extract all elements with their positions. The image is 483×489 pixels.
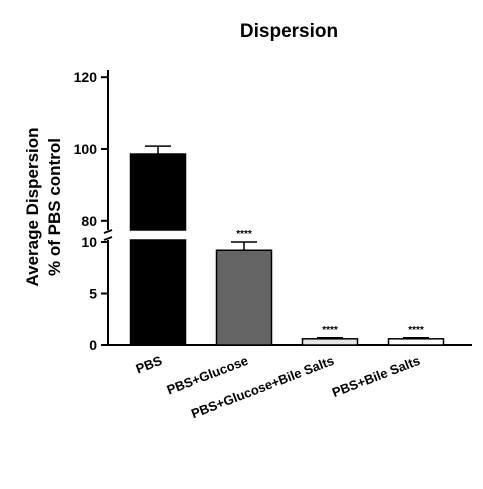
- y-axis-label: Average Dispersion% of PBS control: [23, 127, 64, 286]
- significance-label: ****: [408, 325, 424, 336]
- y-axis-label-line: Average Dispersion: [23, 127, 42, 286]
- bar: [129, 239, 187, 346]
- bar: [129, 153, 187, 231]
- bars: [129, 153, 445, 346]
- significance-label: ****: [322, 325, 338, 336]
- y-tick-labels: 0 5 10 80 100 120: [74, 69, 98, 353]
- x-category-label: PBS+Glucose+Bile Salts: [189, 353, 336, 421]
- y-tick-label: 100: [74, 141, 98, 157]
- y-tick-label: 80: [81, 213, 97, 229]
- bar: [301, 338, 359, 346]
- axis-break-mark: [103, 236, 113, 241]
- x-category-label: PBS+Bile Salts: [330, 353, 422, 400]
- y-tick-label: 0: [89, 337, 97, 353]
- y-tick-label: 10: [81, 234, 97, 250]
- significance-label: ****: [236, 229, 252, 240]
- bar: [387, 338, 445, 346]
- bar: [215, 249, 273, 346]
- error-bars: [145, 145, 429, 339]
- y-tick-label: 5: [89, 286, 97, 302]
- y-axis-label-line: % of PBS control: [45, 138, 64, 276]
- y-tick-label: 120: [74, 69, 98, 85]
- x-category-label: PBS: [134, 353, 165, 377]
- axis-break-mark: [103, 229, 113, 234]
- significance-labels: **** **** ****: [236, 229, 424, 336]
- chart-title: Dispersion: [240, 21, 338, 42]
